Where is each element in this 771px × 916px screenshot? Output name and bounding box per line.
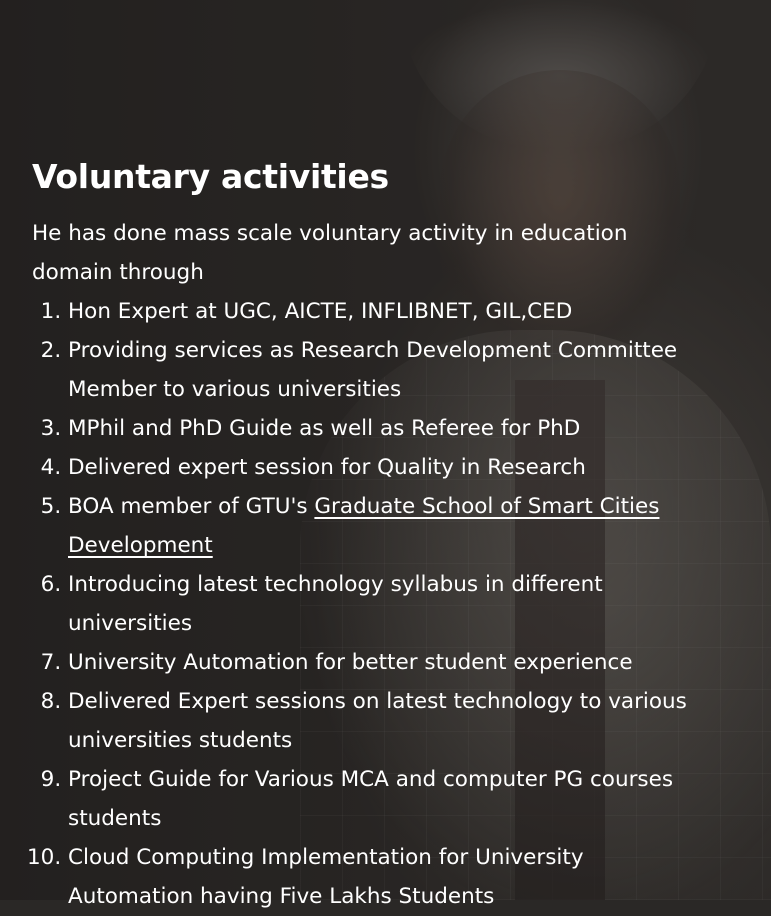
activities-list: Hon Expert at UGC, AICTE, INFLIBNET, GIL… bbox=[32, 292, 712, 916]
list-item-text: Delivered expert session for Quality in … bbox=[68, 455, 586, 480]
list-item-text: Introducing latest technology syllabus i… bbox=[68, 572, 603, 636]
list-item-text: Delivered Expert sessions on latest tech… bbox=[68, 689, 687, 753]
list-item: Providing services as Research Developme… bbox=[68, 331, 712, 409]
list-item-text: MPhil and PhD Guide as well as Referee f… bbox=[68, 416, 581, 441]
list-item: Delivered Expert sessions on latest tech… bbox=[68, 682, 712, 760]
list-item: Introducing latest technology syllabus i… bbox=[68, 565, 712, 643]
section-title: Voluntary activities bbox=[32, 157, 389, 196]
background-face bbox=[440, 70, 680, 360]
list-item-text: Cloud Computing Implementation for Unive… bbox=[68, 845, 584, 909]
list-item: Delivered expert session for Quality in … bbox=[68, 448, 712, 487]
background-shirt bbox=[515, 380, 605, 900]
list-item: Hon Expert at UGC, AICTE, INFLIBNET, GIL… bbox=[68, 292, 712, 331]
graduate-school-link[interactable]: Graduate School of Smart Cities Developm… bbox=[68, 494, 660, 558]
list-item-text: BOA member of GTU's bbox=[68, 494, 315, 519]
list-item-text: Hon Expert at UGC, AICTE, INFLIBNET, GIL… bbox=[68, 299, 573, 324]
section-intro: He has done mass scale voluntary activit… bbox=[32, 221, 628, 285]
list-item: Project Guide for Various MCA and comput… bbox=[68, 760, 712, 838]
list-item-text: Project Guide for Various MCA and comput… bbox=[68, 767, 674, 831]
list-item-text: Providing services as Research Developme… bbox=[68, 338, 678, 402]
list-item: University Automation for better student… bbox=[68, 643, 712, 682]
list-item: MPhil and PhD Guide as well as Referee f… bbox=[68, 409, 712, 448]
list-item: Cloud Computing Implementation for Unive… bbox=[68, 838, 712, 916]
voluntary-activities-section: Voluntary activities He has done mass sc… bbox=[32, 152, 712, 916]
list-item: BOA member of GTU's Graduate School of S… bbox=[68, 487, 712, 565]
list-item-text: University Automation for better student… bbox=[68, 650, 633, 675]
